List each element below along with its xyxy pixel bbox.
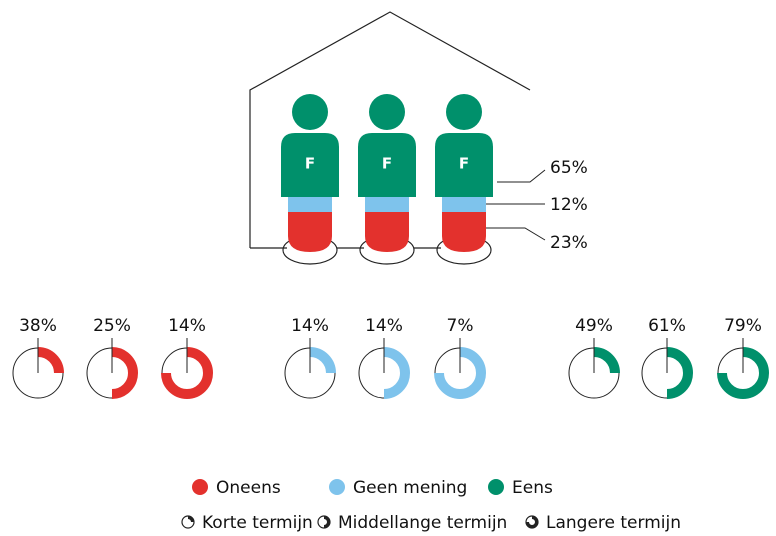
house-label: 65% [550, 158, 588, 178]
term-arc [112, 352, 133, 394]
legend-term-arc [324, 518, 329, 527]
figure-letter: F [305, 155, 315, 173]
percent-label: 14% [168, 316, 206, 336]
legend-dot [329, 479, 345, 495]
infographic: 65% 12% 23% F F F 38% 25% 14% 14% 14% 7% 49% 61% 79… [0, 0, 776, 536]
percent-label: 61% [648, 316, 686, 336]
legend-dot [192, 479, 208, 495]
legend-label: Eens [512, 478, 553, 498]
figure-legs [365, 212, 409, 252]
percent-label: 38% [19, 316, 57, 336]
figure-letter: F [459, 155, 469, 173]
legend-label: Oneens [216, 478, 281, 498]
term-arc [667, 352, 688, 394]
house-label: 23% [550, 233, 588, 253]
figure-shorts [288, 197, 332, 212]
percent-label: 49% [575, 316, 613, 336]
legend-term-label: Langere termijn [546, 513, 681, 533]
term-arc [594, 352, 615, 373]
term-arc [310, 352, 331, 373]
percent-label: 79% [724, 316, 762, 336]
leader-line [485, 228, 545, 240]
house-label: 12% [550, 195, 588, 215]
percent-label: 7% [447, 316, 474, 336]
figure-shorts [442, 197, 486, 212]
figure-head [292, 94, 328, 130]
legend-term-arc [528, 518, 537, 527]
legend-dot [488, 479, 504, 495]
percent-label: 14% [291, 316, 329, 336]
figure-legs [288, 212, 332, 252]
term-arc [384, 352, 405, 394]
percent-label: 14% [365, 316, 403, 336]
figure-legs [442, 212, 486, 252]
legend-term-label: Middellange termijn [338, 513, 507, 533]
legend-label: Geen mening [353, 478, 467, 498]
figure-head [369, 94, 405, 130]
percent-label: 25% [93, 316, 131, 336]
leader-line [497, 170, 545, 182]
term-arc [38, 352, 59, 373]
legend-term-label: Korte termijn [202, 513, 313, 533]
figure-letter: F [382, 155, 392, 173]
figure-shorts [365, 197, 409, 212]
legend-term-arc [188, 518, 193, 523]
figure-head [446, 94, 482, 130]
